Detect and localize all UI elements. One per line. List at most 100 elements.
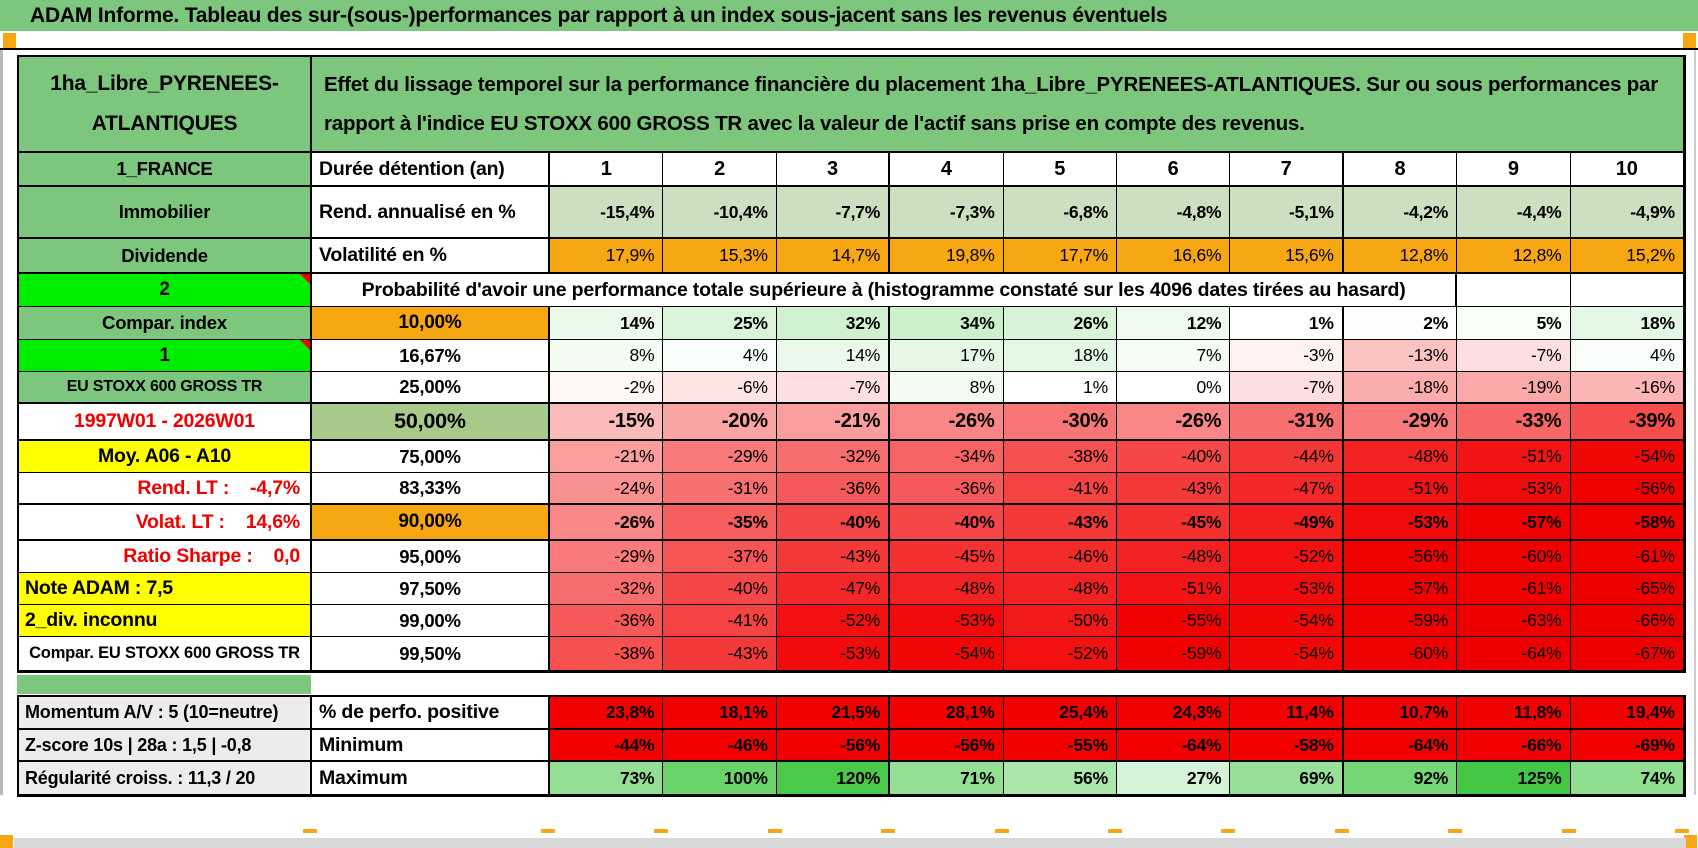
data-cell[interactable]: -56% [1570,473,1684,505]
data-cell[interactable]: -52% [776,605,891,637]
data-cell[interactable]: -58% [1570,505,1684,541]
data-cell[interactable]: -45% [1116,505,1231,541]
data-cell[interactable]: -21% [776,404,891,441]
data-cell[interactable]: 15,2% [1570,239,1684,274]
data-cell[interactable]: 16,6% [1116,239,1231,274]
data-cell[interactable]: -13% [1343,340,1458,372]
data-cell[interactable]: 56% [1003,762,1117,795]
row-label-a[interactable]: Compar. EU STOXX 600 GROSS TR [19,637,312,671]
data-cell[interactable]: 24,3% [1116,697,1231,730]
data-cell[interactable]: -24% [550,473,664,505]
data-cell[interactable]: -53% [890,605,1004,637]
data-cell[interactable]: -58% [1230,730,1344,762]
data-cell[interactable]: -69% [1570,730,1684,762]
row-label-b[interactable]: 95,00% [312,541,550,573]
data-cell[interactable]: -26% [550,505,664,541]
data-cell[interactable]: -38% [1003,441,1117,473]
data-cell[interactable]: -54% [1230,605,1344,637]
data-cell[interactable]: -57% [1457,505,1571,541]
data-cell[interactable]: 28,1% [890,697,1004,730]
row-label-a[interactable]: Moy. A06 - A10 [19,441,312,473]
row-label-a[interactable]: 2 [19,274,312,307]
data-cell[interactable]: 12,8% [1457,239,1571,274]
data-cell[interactable]: 71% [890,762,1004,795]
data-cell[interactable]: 4% [663,340,777,372]
data-cell[interactable]: 23,8% [550,697,664,730]
data-cell[interactable]: -49% [1230,505,1344,541]
data-cell[interactable]: -15,4% [550,187,664,239]
data-cell[interactable]: -44% [1230,441,1344,473]
data-cell[interactable]: 120% [776,762,891,795]
row-label-a[interactable]: Note ADAM : 7,5 [19,573,312,605]
data-cell[interactable]: -29% [550,541,664,573]
data-cell[interactable]: -4,2% [1343,187,1458,239]
data-cell[interactable]: 12% [1116,307,1231,340]
data-cell[interactable]: -50% [1003,605,1117,637]
data-cell[interactable]: 7% [1116,340,1231,372]
data-cell[interactable]: 34% [890,307,1004,340]
data-cell[interactable]: 18,1% [663,697,777,730]
data-cell[interactable]: -4,4% [1457,187,1571,239]
data-cell[interactable]: 15,6% [1230,239,1344,274]
data-cell[interactable]: -61% [1570,541,1684,573]
row-label-b[interactable]: % de perfo. positive [312,697,550,730]
data-cell[interactable]: -18% [1343,372,1458,404]
row-label-b[interactable]: 25,00% [312,372,550,404]
data-cell[interactable]: -43% [776,541,891,573]
data-cell[interactable]: -26% [890,404,1004,441]
data-cell[interactable]: -36% [550,605,664,637]
row-label-b[interactable]: 50,00% [312,404,550,441]
row-label-a[interactable]: 1997W01 - 2026W01 [19,404,312,441]
data-cell[interactable]: -39% [1570,404,1684,441]
row-label-b[interactable]: 16,67% [312,340,550,372]
data-cell[interactable]: -53% [776,637,891,671]
data-cell[interactable]: 25,4% [1003,697,1117,730]
data-cell[interactable]: 14,7% [776,239,891,274]
data-cell[interactable]: -48% [890,573,1004,605]
row-label-b[interactable]: Durée détention (an) [312,153,550,187]
row-label-a[interactable]: Volat. LT : 14,6% [19,505,312,541]
data-cell[interactable]: -36% [890,473,1004,505]
row-label-a[interactable]: 1_FRANCE [19,153,312,187]
data-cell[interactable]: -54% [1230,637,1344,671]
data-cell[interactable]: 21,5% [776,697,891,730]
data-cell[interactable]: -61% [1457,573,1571,605]
data-cell[interactable]: -29% [663,441,777,473]
data-cell[interactable]: -47% [1230,473,1344,505]
data-cell[interactable]: -34% [890,441,1004,473]
row-label-b[interactable]: Rend. annualisé en % [312,187,550,239]
data-cell[interactable]: -53% [1343,505,1458,541]
asset-name-cell[interactable]: 1ha_Libre_PYRENEES-ATLANTIQUES [19,57,312,153]
data-cell[interactable]: -53% [1457,473,1571,505]
row-label-a[interactable]: Rend. LT : -4,7% [19,473,312,505]
data-cell[interactable]: -54% [1570,441,1684,473]
data-cell[interactable]: -32% [776,441,891,473]
data-cell[interactable]: -46% [1003,541,1117,573]
row-label-a[interactable]: Momentum A/V : 5 (10=neutre) [19,697,312,730]
row-label-a[interactable]: EU STOXX 600 GROSS TR [19,372,312,404]
data-cell[interactable]: 14% [776,340,891,372]
row-label-b[interactable]: 90,00% [312,505,550,541]
data-cell[interactable]: -7% [776,372,891,404]
data-cell[interactable]: 2% [1343,307,1458,340]
data-cell[interactable]: -21% [550,441,664,473]
data-cell[interactable]: -57% [1343,573,1458,605]
data-cell[interactable]: 12,8% [1343,239,1458,274]
data-cell[interactable]: -52% [1230,541,1344,573]
data-cell[interactable]: 3 [776,153,891,187]
data-cell[interactable]: -66% [1570,605,1684,637]
data-cell[interactable]: -60% [1457,541,1571,573]
data-cell[interactable]: -37% [663,541,777,573]
data-cell[interactable]: -65% [1570,573,1684,605]
row-label-a[interactable]: Compar. index [19,307,312,340]
data-cell[interactable]: 7 [1230,153,1344,187]
data-cell[interactable]: 1% [1003,372,1117,404]
data-cell[interactable]: -55% [1116,605,1231,637]
row-label-a[interactable]: Régularité croiss. : 11,3 / 20 [19,762,312,795]
data-cell[interactable]: 74% [1570,762,1684,795]
data-cell[interactable]: -53% [1230,573,1344,605]
data-cell[interactable]: -48% [1003,573,1117,605]
data-cell[interactable]: 125% [1457,762,1571,795]
data-cell[interactable]: -16% [1570,372,1684,404]
data-cell[interactable]: 10 [1570,153,1684,187]
